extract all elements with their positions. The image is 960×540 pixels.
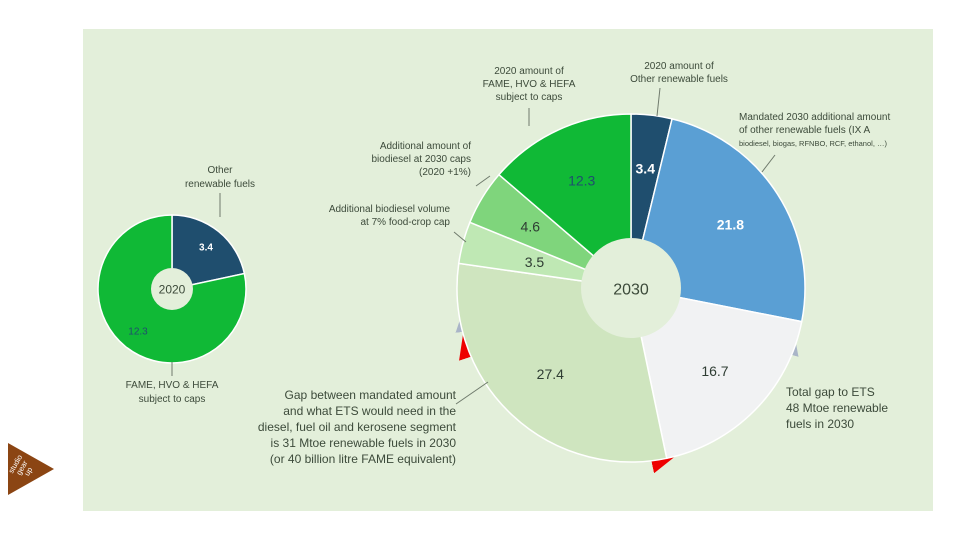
slice-annotations: Other renewable fuels FAME, HVO & HEFA subj… <box>126 61 891 405</box>
annotation-mandated-2030-detail: biodiesel, biogas, RFNBO, RCF, ethanol, … <box>739 139 887 148</box>
slice-value-label: 3.4 <box>199 243 213 254</box>
annotation-fame-2030: 2020 amount of FAME, HVO & HEFA subject to… <box>483 66 576 103</box>
gap-ets-callout: Total gap to ETS 48 Mtoe renewable fuels i… <box>786 385 888 431</box>
pie-slice <box>497 113 632 290</box>
center-label: 2030 <box>613 281 649 298</box>
annotation-fame-2020: FAME, HVO & HEFA subject to caps <box>126 380 219 405</box>
donut-hole <box>151 268 193 310</box>
pie-slice <box>97 214 247 364</box>
pie-slice <box>630 287 803 460</box>
leader-line <box>475 175 491 187</box>
leader-line <box>455 381 489 405</box>
leader-line <box>453 231 467 243</box>
slice-value-label: 27.4 <box>537 366 564 382</box>
slice-value-label: 21.8 <box>717 216 744 232</box>
slice-value-label: 3.5 <box>525 254 545 270</box>
slice-value-label: 4.6 <box>521 218 541 234</box>
leader-line <box>656 87 661 117</box>
donut-2020: 3.4 12.3 2020 <box>97 214 247 364</box>
donut-hole <box>581 238 681 338</box>
slice-value-label: 12.3 <box>128 326 148 337</box>
donut-2030: 3.4 21.8 16.7 27.4 3.5 4.6 12.3 2030 <box>456 113 806 463</box>
leader-line <box>761 154 776 173</box>
gap-callouts: Gap between mandated amount and what ETS … <box>258 385 889 466</box>
gap-mandated-callout: Gap between mandated amount and what ETS … <box>258 388 457 466</box>
center-label: 2020 <box>159 283 186 297</box>
slice-value-label: 12.3 <box>568 173 595 189</box>
pie-slice <box>171 214 246 290</box>
annotation-additional-volume: Additional biodiesel volume at 7% food-cr… <box>329 204 451 228</box>
annotation-mandated-2030: Mandated 2030 additional amount of other … <box>739 112 890 136</box>
logo-word: up <box>22 466 34 478</box>
slice-value-label: 3.4 <box>636 161 656 177</box>
annotation-other-2030: 2020 amount of Other renewable fuels <box>630 61 728 85</box>
annotation-other-2020: Other renewable fuels <box>185 165 255 190</box>
annotation-additional-biodiesel: Additional amount of biodiesel at 2030 ca… <box>371 141 471 178</box>
slice-value-label: 16.7 <box>701 363 728 379</box>
